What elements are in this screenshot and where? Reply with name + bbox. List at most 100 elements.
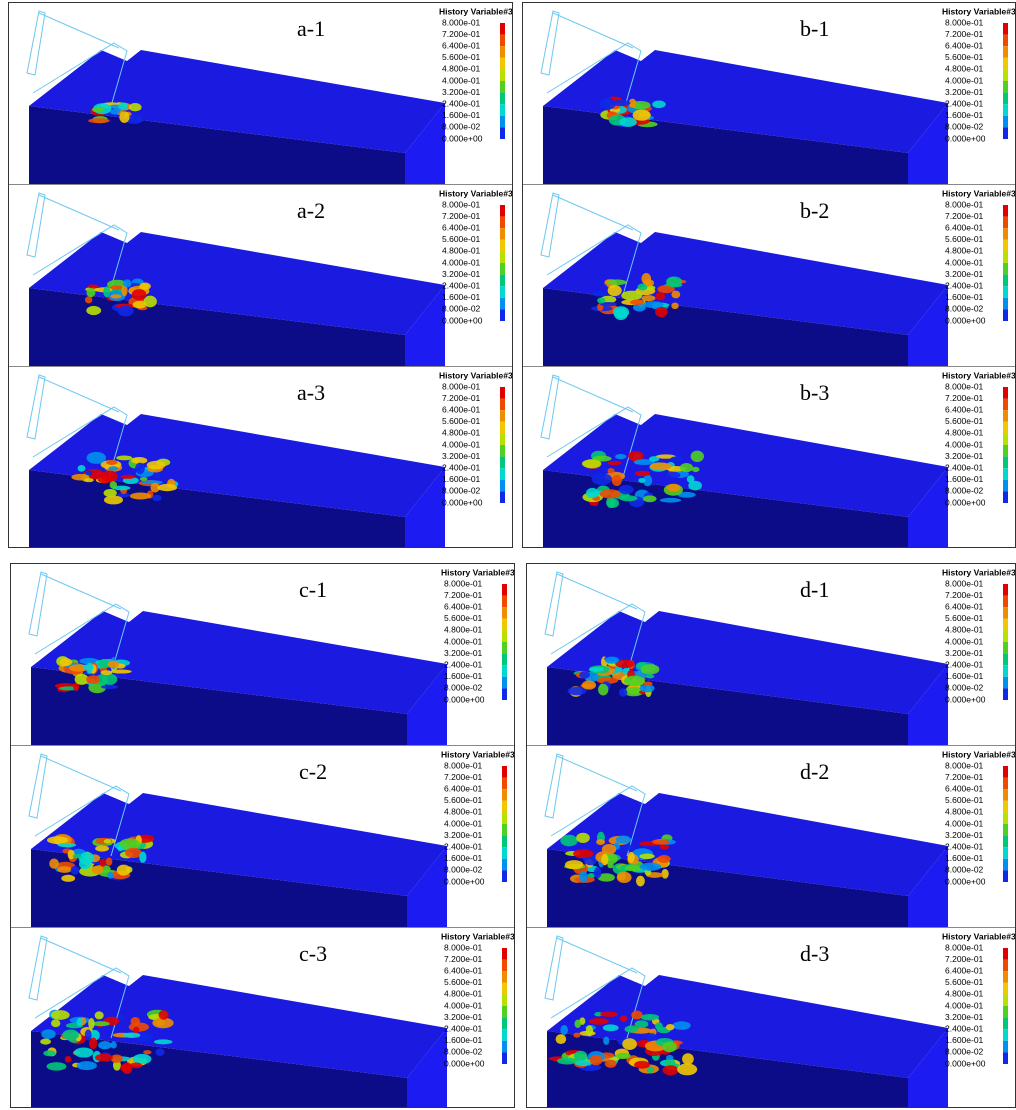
damage <box>631 1010 643 1020</box>
colorbar-tick-label: 4.000e-01 <box>945 257 984 267</box>
colorbar-tick-label: 4.800e-01 <box>945 428 984 438</box>
colorbar-swatch <box>500 239 505 252</box>
colorbar-tick-label: 4.800e-01 <box>945 246 984 256</box>
damage <box>601 844 617 855</box>
damage <box>139 476 148 481</box>
colorbar-tick-label: 8.000e-01 <box>442 199 481 209</box>
colorbar-tick-label: 0.000e+00 <box>444 1058 485 1068</box>
colorbar-tick-label: 7.200e-01 <box>945 393 984 403</box>
colorbar-swatch <box>500 57 505 70</box>
damage <box>110 669 132 674</box>
colorbar-tick-label: 0.000e+00 <box>442 497 483 507</box>
colorbar-swatch <box>502 1040 507 1053</box>
damage <box>602 1024 619 1032</box>
damage <box>628 450 644 462</box>
colorbar-swatch <box>1003 982 1008 995</box>
colorbar-tick-label: 2.400e-01 <box>945 280 984 290</box>
damage <box>671 290 681 299</box>
colorbar-tick-label: 8.000e-02 <box>945 1047 984 1057</box>
damage <box>601 853 609 866</box>
colorbar-swatch <box>500 445 505 457</box>
damage <box>615 659 635 669</box>
colorbar-swatch <box>500 34 505 47</box>
colorbar-tick-label: 4.800e-01 <box>442 64 481 74</box>
colorbar-tick-label: 6.400e-01 <box>945 40 984 50</box>
slab-top <box>31 975 447 1078</box>
colorbar-tick-label: 1.600e-01 <box>945 292 984 302</box>
colorbar-title: History Variable#3 <box>439 188 512 198</box>
panel-label: a-2 <box>297 198 325 223</box>
damage <box>598 683 609 696</box>
damage <box>622 1038 637 1050</box>
damage <box>106 460 118 465</box>
damage <box>46 836 69 845</box>
damage <box>600 1011 618 1017</box>
colorbar-tick-label: 2.400e-01 <box>945 659 984 669</box>
colorbar-swatch <box>500 251 505 263</box>
slab-top <box>547 975 948 1078</box>
colorbar-swatch <box>1003 824 1008 836</box>
colorbar-swatch <box>1003 34 1008 47</box>
damage <box>77 465 86 472</box>
colorbar-tick-label: 0.000e+00 <box>444 694 485 704</box>
damage <box>646 1066 655 1073</box>
colorbar-swatch <box>500 228 505 240</box>
colorbar-swatch <box>500 92 505 105</box>
colorbar-swatch <box>1003 46 1008 58</box>
slab-top <box>547 793 948 896</box>
colorbar-swatch <box>1003 104 1008 116</box>
colorbar-swatch <box>1003 274 1008 287</box>
damage <box>95 845 109 852</box>
damage <box>146 460 166 470</box>
colorbar-swatch <box>502 1029 507 1041</box>
tool <box>544 753 646 857</box>
damage <box>596 677 619 684</box>
damage <box>71 473 90 481</box>
damage <box>150 482 160 493</box>
colorbar-swatch <box>1003 766 1008 778</box>
damage <box>152 494 162 502</box>
colorbar-swatch <box>500 297 505 310</box>
colorbar-tick-label: 4.800e-01 <box>945 64 984 74</box>
colorbar-tick-label: 3.200e-01 <box>444 830 483 840</box>
tool <box>26 192 128 296</box>
damage <box>555 1034 567 1045</box>
tool <box>540 374 642 478</box>
colorbar-tick-label: 2.400e-01 <box>945 462 984 472</box>
damage <box>611 474 622 486</box>
damage <box>585 1025 594 1037</box>
damage <box>91 865 104 875</box>
damage <box>109 108 121 115</box>
colorbar-tick-label: 3.200e-01 <box>442 87 481 97</box>
colorbar-swatch <box>1003 309 1008 321</box>
tool <box>28 571 130 675</box>
damage <box>128 103 142 112</box>
colorbar-tick-label: 8.000e-01 <box>444 578 483 588</box>
colorbar-tick-label: 4.800e-01 <box>945 807 984 817</box>
colorbar-tick-label: 1.600e-01 <box>945 1035 984 1045</box>
colorbar-swatch <box>500 216 505 229</box>
colorbar-tick-label: 6.400e-01 <box>444 965 483 975</box>
damage <box>655 306 668 318</box>
colorbar-tick-label: 7.200e-01 <box>442 393 481 403</box>
colorbar-tick-label: 8.000e-02 <box>442 122 481 132</box>
colorbar-swatch <box>500 309 505 321</box>
colorbar-swatch <box>500 456 505 469</box>
colorbar-tick-label: 3.200e-01 <box>442 451 481 461</box>
damage <box>615 453 627 460</box>
colorbar-tick-label: 5.600e-01 <box>945 52 984 62</box>
damage <box>121 284 128 297</box>
damage <box>616 871 632 884</box>
damage <box>599 301 617 307</box>
colorbar-tick-label: 0.000e+00 <box>945 497 986 507</box>
colorbar-swatch <box>1003 630 1008 642</box>
colorbar-title: History Variable#3 <box>942 370 1015 380</box>
colorbar-swatch <box>1003 69 1008 81</box>
damage <box>575 1059 593 1067</box>
damage <box>110 1054 123 1063</box>
damage <box>589 1054 603 1066</box>
colorbar-swatch <box>1003 618 1008 631</box>
colorbar-tick-label: 6.400e-01 <box>442 40 481 50</box>
damage <box>591 473 613 486</box>
damage <box>83 478 94 483</box>
